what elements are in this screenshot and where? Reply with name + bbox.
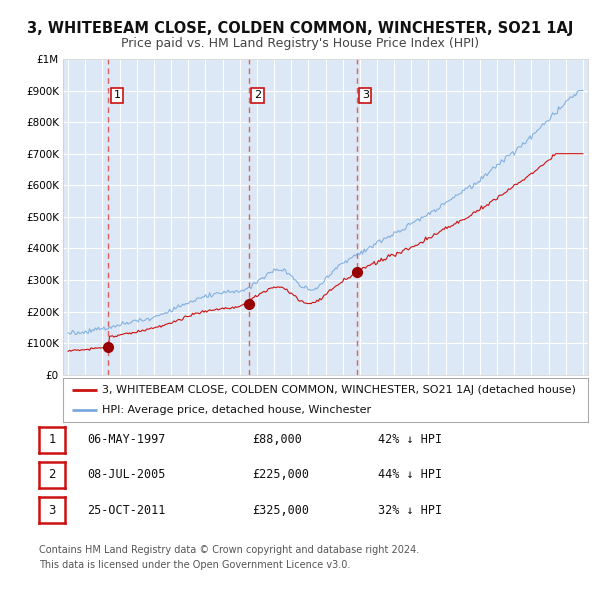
Text: £88,000: £88,000 — [252, 433, 302, 446]
Text: 3: 3 — [362, 90, 369, 100]
Text: 06-MAY-1997: 06-MAY-1997 — [87, 433, 166, 446]
Text: 44% ↓ HPI: 44% ↓ HPI — [378, 468, 442, 481]
Text: 08-JUL-2005: 08-JUL-2005 — [87, 468, 166, 481]
Text: HPI: Average price, detached house, Winchester: HPI: Average price, detached house, Winc… — [103, 405, 371, 415]
Text: 2: 2 — [49, 468, 56, 481]
Text: 1: 1 — [49, 433, 56, 446]
Text: 42% ↓ HPI: 42% ↓ HPI — [378, 433, 442, 446]
Text: 1: 1 — [113, 90, 121, 100]
Text: 3, WHITEBEAM CLOSE, COLDEN COMMON, WINCHESTER, SO21 1AJ: 3, WHITEBEAM CLOSE, COLDEN COMMON, WINCH… — [27, 21, 573, 35]
Text: Price paid vs. HM Land Registry's House Price Index (HPI): Price paid vs. HM Land Registry's House … — [121, 37, 479, 50]
Text: 3: 3 — [49, 504, 56, 517]
Text: £325,000: £325,000 — [252, 504, 309, 517]
Text: 25-OCT-2011: 25-OCT-2011 — [87, 504, 166, 517]
Text: Contains HM Land Registry data © Crown copyright and database right 2024.
This d: Contains HM Land Registry data © Crown c… — [39, 545, 419, 570]
Text: 32% ↓ HPI: 32% ↓ HPI — [378, 504, 442, 517]
Text: £225,000: £225,000 — [252, 468, 309, 481]
Text: 3, WHITEBEAM CLOSE, COLDEN COMMON, WINCHESTER, SO21 1AJ (detached house): 3, WHITEBEAM CLOSE, COLDEN COMMON, WINCH… — [103, 385, 576, 395]
Text: 2: 2 — [254, 90, 261, 100]
